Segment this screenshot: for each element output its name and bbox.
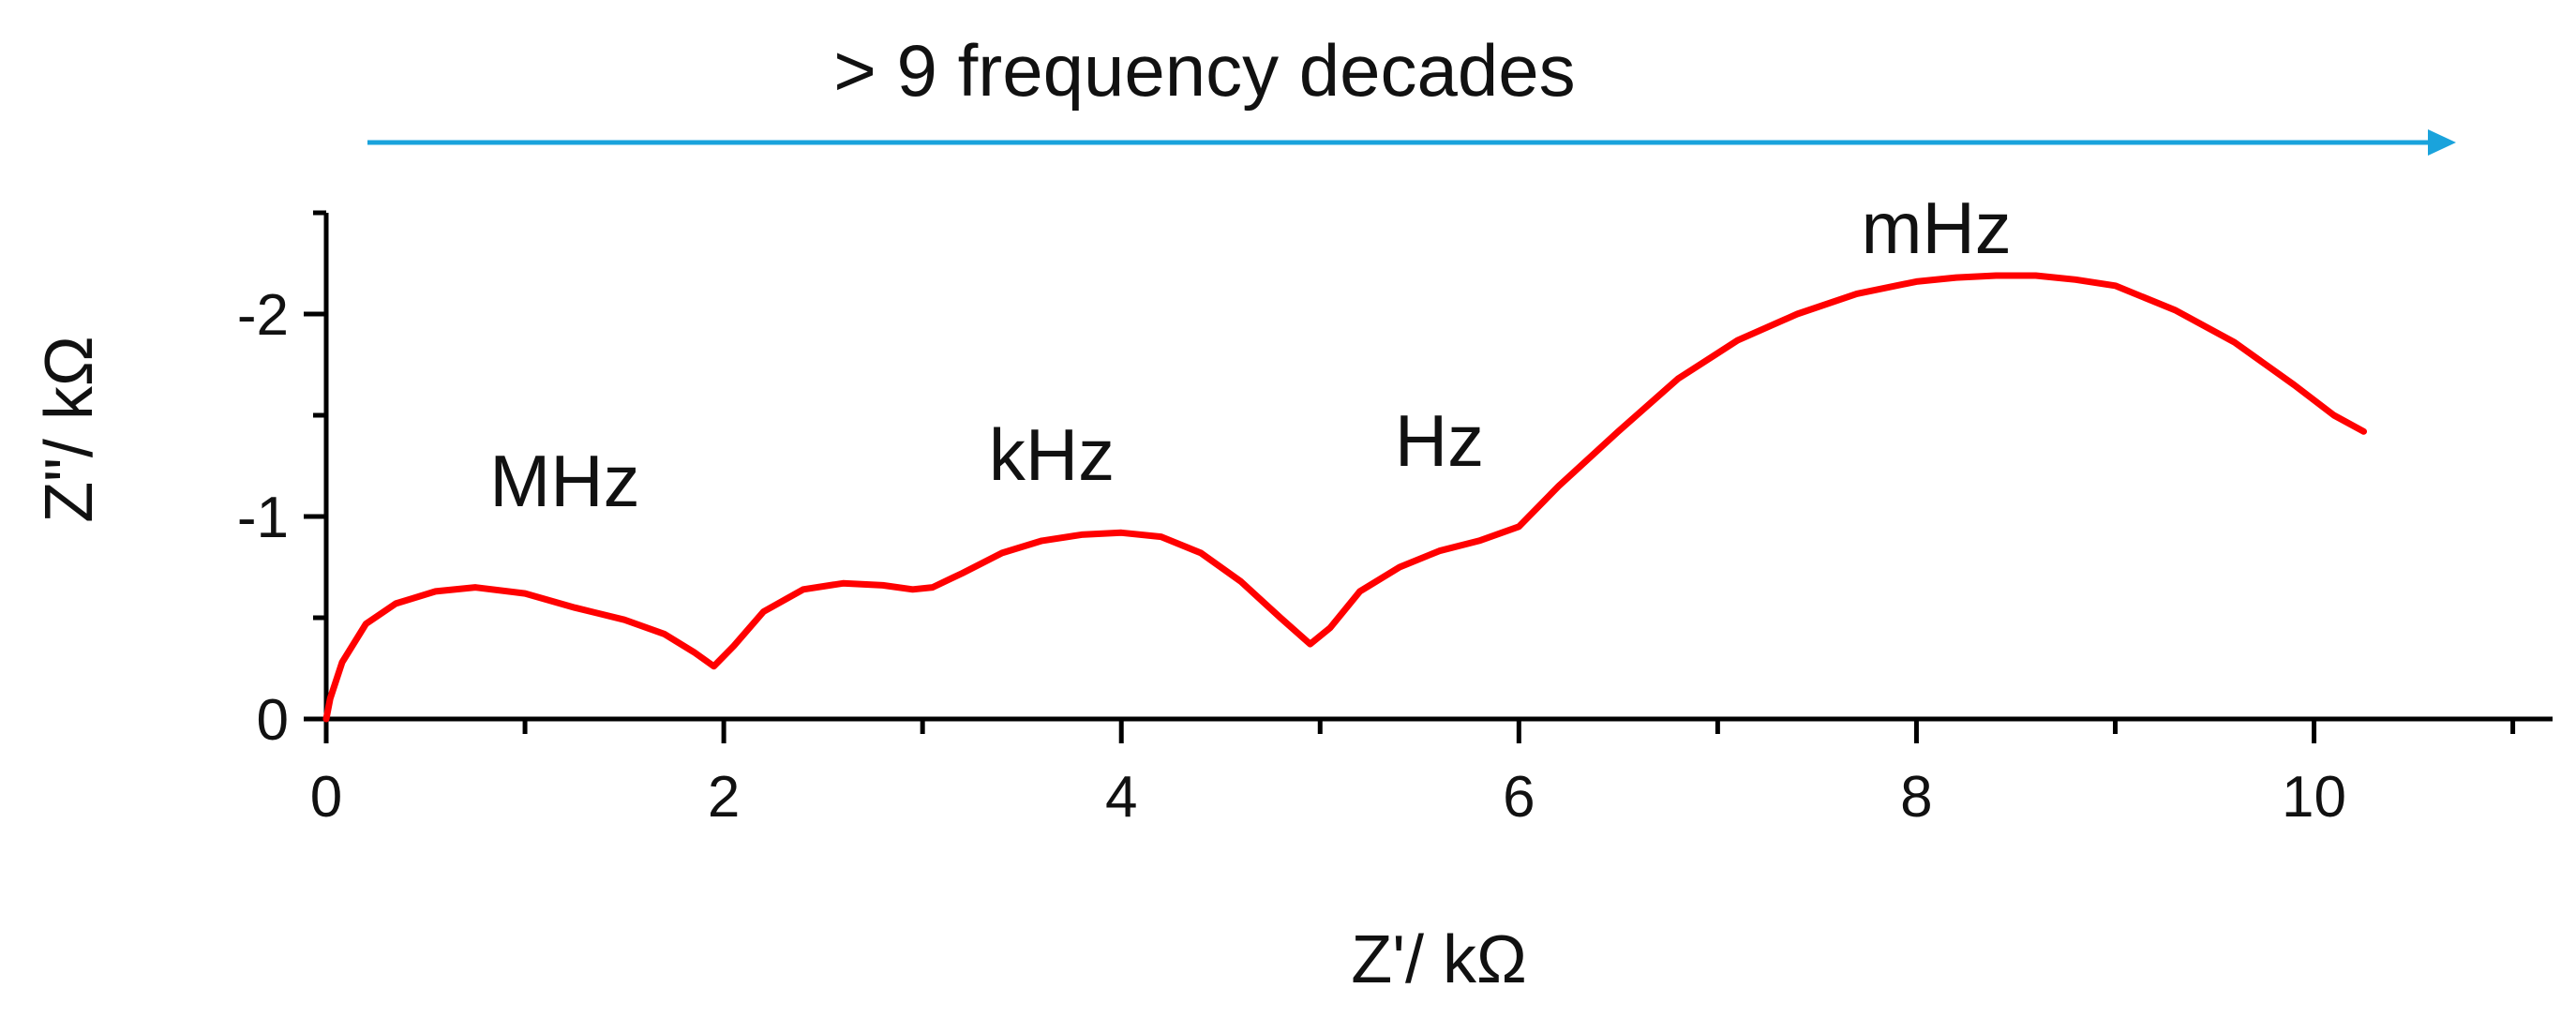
y-axis-title: Z"/ kΩ — [32, 336, 107, 522]
x-tick-label: 0 — [310, 765, 342, 830]
frequency-label-mhz: mHz — [1861, 187, 2011, 269]
frequency-label-mhz: MHz — [489, 440, 639, 522]
impedance-series-line — [322, 272, 2367, 723]
y-tick-label: 0 — [257, 688, 289, 753]
frequency-label-khz: kHz — [989, 413, 1115, 496]
frequency-labels: MHz kHz Hz mHz — [489, 187, 2011, 522]
frequency-decades-annotation: > 9 frequency decades — [833, 29, 1575, 112]
y-tick-label: -2 — [237, 283, 289, 348]
x-tick-label: 10 — [2282, 765, 2346, 830]
y-tick-label: -1 — [237, 486, 289, 550]
x-ticks: 0 2 4 6 8 10 — [310, 719, 2516, 830]
x-tick-label: 8 — [1900, 765, 1932, 830]
x-tick-label: 6 — [1503, 765, 1535, 830]
x-axis-title: Z'/ kΩ — [1351, 922, 1527, 997]
frequency-arrow-head — [2428, 129, 2456, 156]
frequency-label-hz: Hz — [1395, 399, 1484, 482]
x-tick-label: 2 — [708, 765, 740, 830]
x-tick-label: 4 — [1105, 765, 1137, 830]
y-ticks: 0 -1 -2 — [237, 210, 326, 753]
